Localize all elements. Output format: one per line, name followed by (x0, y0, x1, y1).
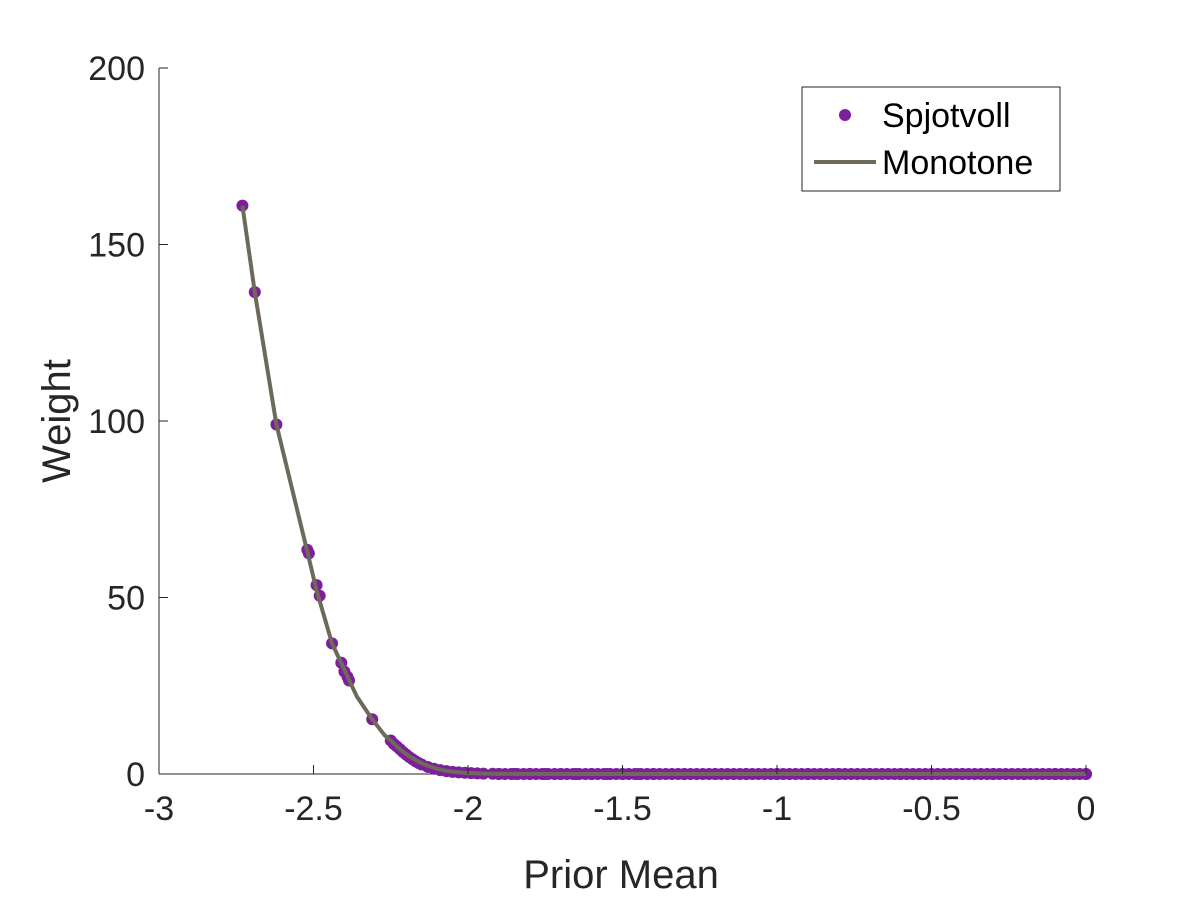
y-ticks: 0 50 100 150 200 (88, 50, 168, 794)
y-tick-label: 0 (126, 756, 145, 794)
plot-marks (236, 199, 1092, 780)
x-tick-label: 0 (1077, 790, 1096, 828)
x-ticks: -3 -2.5 -2 -1.5 -1 -0.5 0 (144, 765, 1096, 828)
y-tick-label: 200 (88, 50, 145, 88)
x-tick-label: -1.5 (593, 790, 652, 828)
y-axis-label: Weight (35, 359, 79, 483)
x-tick-label: -1 (762, 790, 792, 828)
legend-marker-spjotvoll (839, 109, 851, 121)
series-spjotvoll (236, 199, 1092, 780)
x-tick-label: -3 (144, 790, 174, 828)
x-axis-label: Prior Mean (523, 853, 719, 897)
x-tick-label: -2.5 (284, 790, 343, 828)
legend-box (801, 86, 1061, 192)
y-tick-label: 50 (107, 580, 145, 618)
x-tick-label: -2 (453, 790, 483, 828)
y-tick-label: 150 (88, 227, 145, 265)
y-tick-label: 100 (88, 403, 145, 441)
legend-label-monotone: Monotone (882, 144, 1033, 182)
series-monotone-line (240, 205, 1086, 776)
legend-label-spjotvoll: Spjotvoll (882, 97, 1011, 135)
legend: Spjotvoll Monotone (801, 86, 1061, 192)
x-tick-label: -0.5 (902, 790, 961, 828)
